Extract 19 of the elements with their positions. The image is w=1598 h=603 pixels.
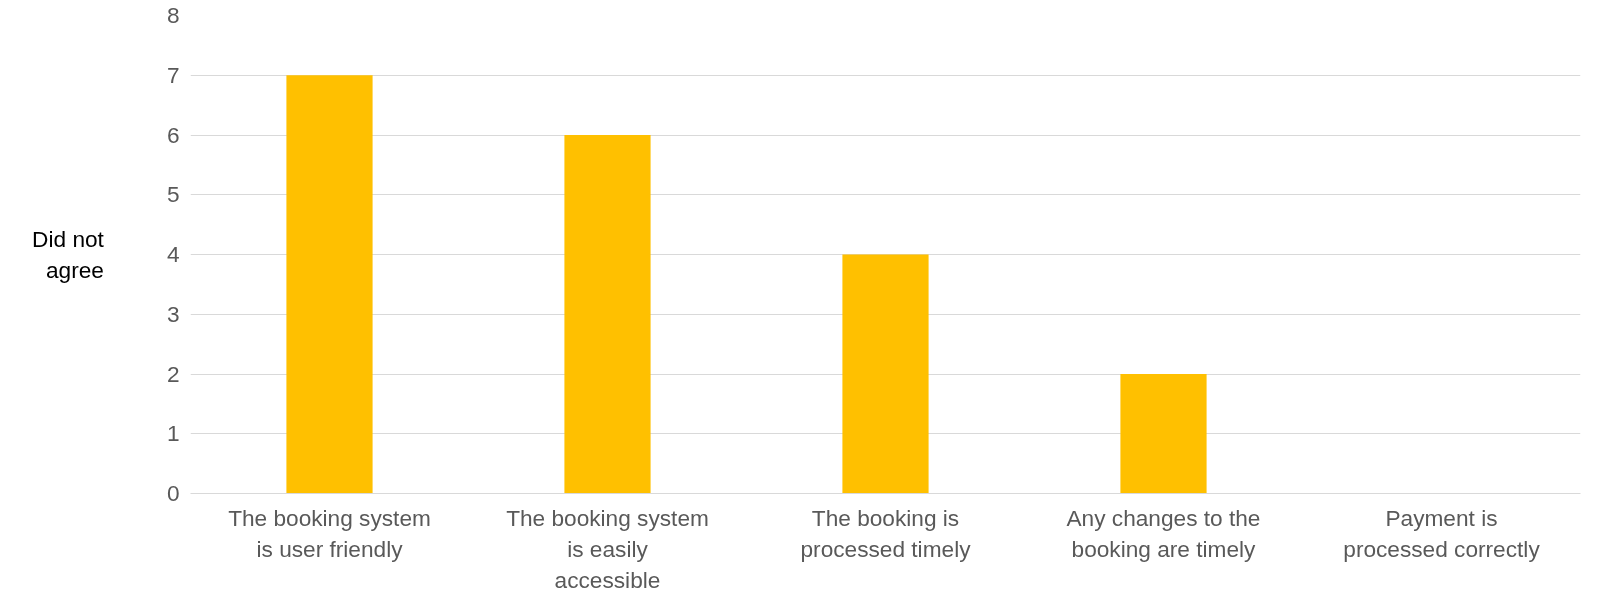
x-tick-label: Any changes to the booking are timely bbox=[1066, 504, 1261, 562]
y-tick-label: 0 bbox=[166, 480, 180, 506]
y-tick-label: 3 bbox=[166, 300, 180, 327]
y-tick-label: 8 bbox=[166, 2, 180, 28]
bar bbox=[286, 75, 373, 494]
x-tick-label: The booking system is user friendly bbox=[228, 504, 431, 562]
bar bbox=[1120, 374, 1207, 494]
y-tick-label: 6 bbox=[166, 121, 180, 148]
y-axis-title: Did not agree bbox=[32, 225, 105, 284]
x-tick-label: The booking system is easily accessible bbox=[506, 504, 709, 593]
y-tick-label: 2 bbox=[166, 360, 180, 387]
bar bbox=[842, 254, 929, 494]
y-tick-label: 1 bbox=[166, 420, 180, 447]
y-tick-label: 4 bbox=[166, 241, 180, 267]
bar bbox=[564, 135, 651, 494]
y-tick-label: 7 bbox=[166, 61, 180, 88]
x-tick-label: The booking is processed timely bbox=[800, 504, 972, 562]
y-tick-label: 5 bbox=[166, 181, 180, 208]
x-tick-label: Payment is processed correctly bbox=[1343, 504, 1541, 562]
